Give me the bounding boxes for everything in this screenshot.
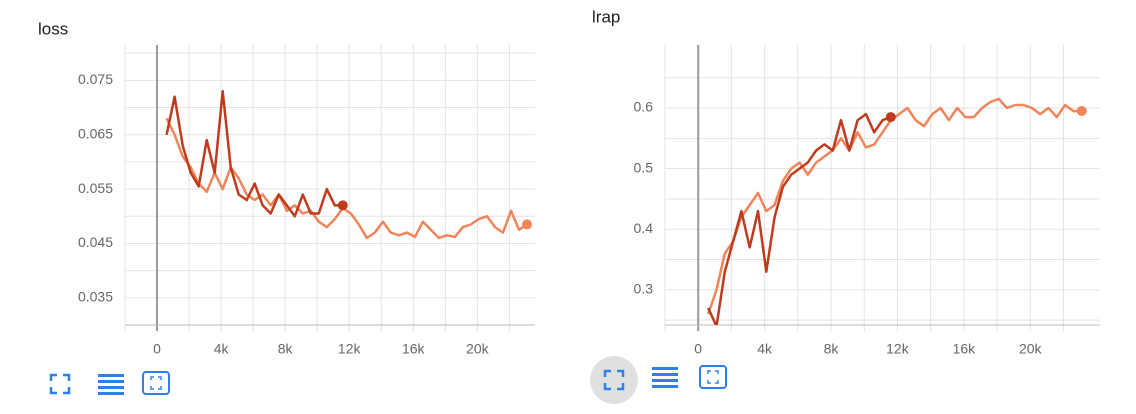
last-point [521, 219, 532, 230]
y-tick-label: 0.045 [78, 234, 113, 250]
series-line [165, 117, 528, 240]
legend-button[interactable] [652, 367, 678, 388]
x-tick-label: 12k [338, 341, 362, 357]
y-tick-label: 0.065 [78, 125, 113, 141]
chart: lrap 0.3 0.4 0.5 0.6 0 4k 8k 12k 16k 20k [592, 7, 1100, 357]
x-tick-label: 0 [153, 341, 161, 357]
toolbar-right [590, 356, 727, 404]
series-line [707, 112, 892, 325]
toolbar-left [49, 371, 170, 395]
chart: loss 0.035 0.045 0.055 0.065 0.075 0 4k 8k 12k 16k… [38, 19, 535, 357]
x-tick-label: 12k [886, 341, 910, 357]
last-point [1076, 106, 1087, 117]
y-tick-label: 0.075 [78, 71, 113, 87]
series-line [165, 89, 343, 218]
x-tick-label: 16k [953, 341, 977, 357]
x-tick-label: 4k [214, 341, 230, 357]
y-tick-label: 0.5 [634, 159, 654, 175]
x-tick-label: 20k [1019, 341, 1043, 357]
x-tick-label: 16k [402, 341, 426, 357]
fit-button[interactable] [142, 371, 170, 395]
y-tick-label: 0.6 [634, 99, 654, 115]
last-point [337, 200, 348, 211]
x-tick-label: 0 [694, 341, 702, 357]
x-tick-label: 20k [466, 341, 490, 357]
y-tick-label: 0.035 [78, 289, 113, 305]
fit-button[interactable] [699, 365, 727, 389]
y-tick-label: 0.3 [634, 281, 654, 297]
x-tick-label: 8k [824, 341, 840, 357]
fullscreen-button[interactable] [49, 373, 71, 395]
x-tick-label: 4k [757, 341, 773, 357]
y-tick-label: 0.055 [78, 180, 113, 196]
last-point [885, 112, 896, 123]
legend-button[interactable] [98, 374, 124, 395]
button-highlight [590, 356, 638, 404]
chart-title: loss [38, 19, 68, 38]
fullscreen-button[interactable] [603, 369, 625, 391]
y-tick-label: 0.4 [634, 220, 654, 236]
chart-title: lrap [592, 7, 620, 26]
x-tick-label: 8k [278, 341, 294, 357]
